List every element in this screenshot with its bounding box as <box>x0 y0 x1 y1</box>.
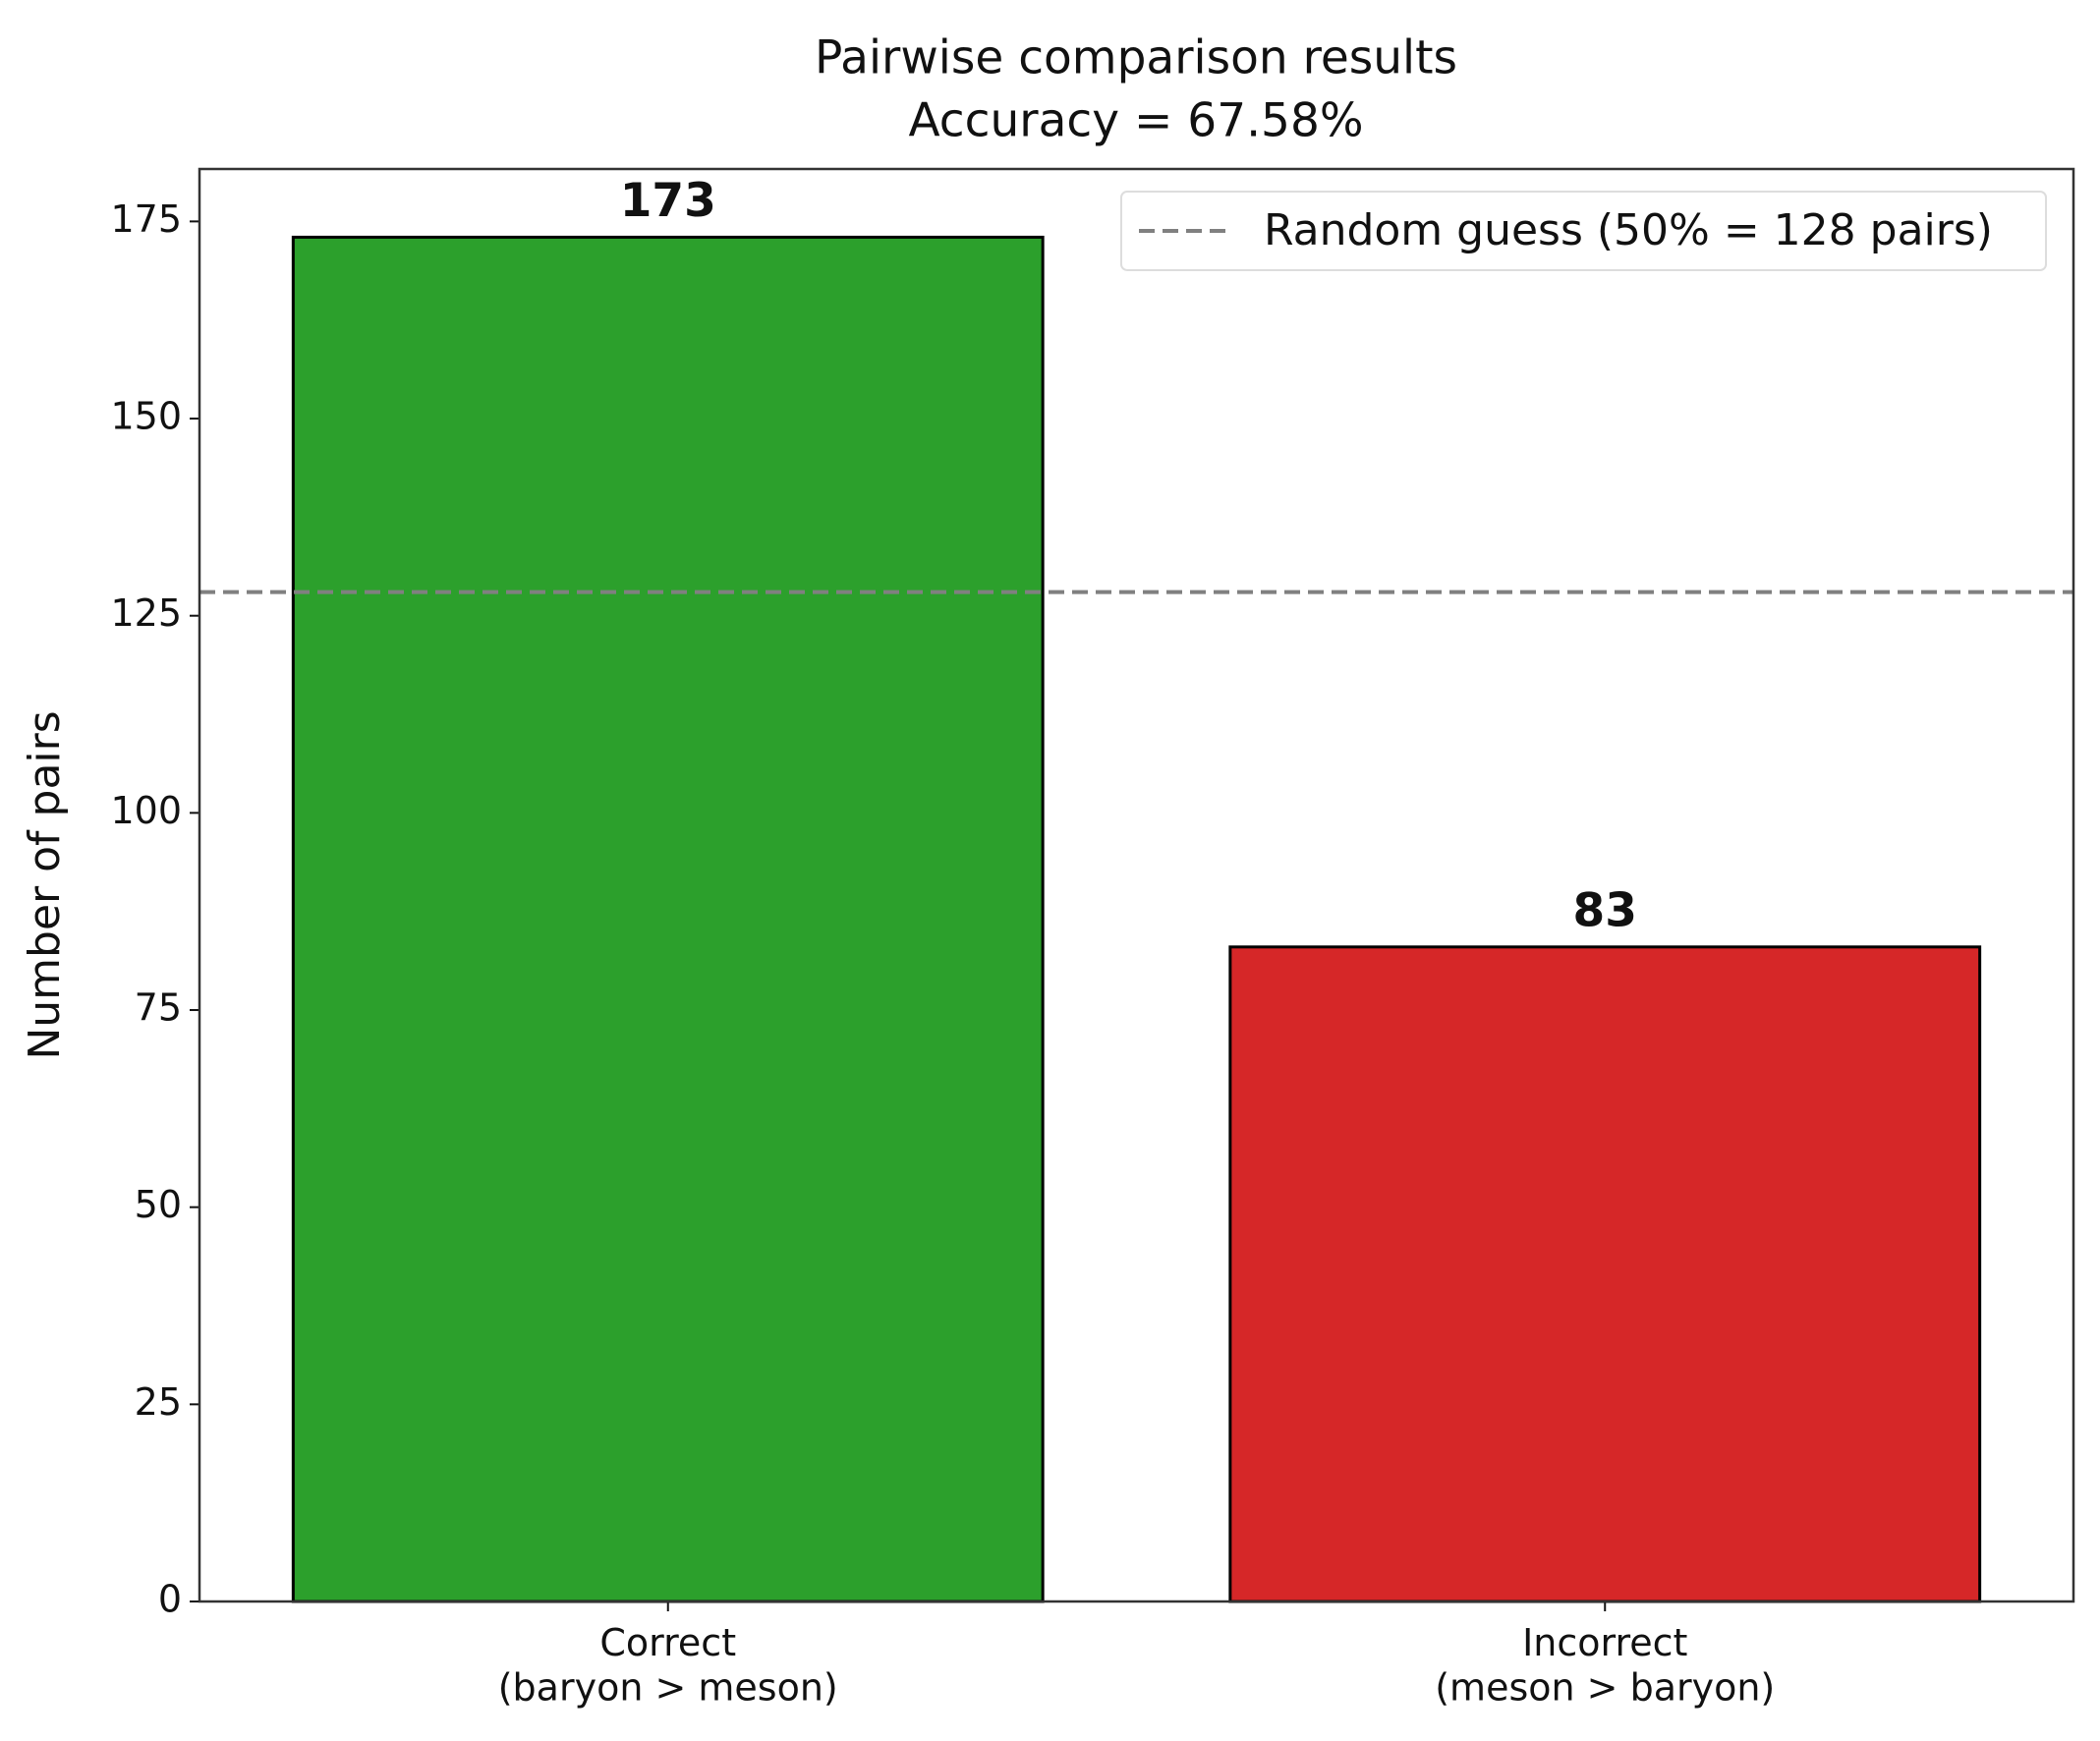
y-tick-label: 0 <box>158 1578 182 1621</box>
legend-box <box>1120 191 2047 271</box>
y-tick-label: 25 <box>135 1380 182 1424</box>
y-axis-label: Number of pairs <box>20 710 70 1059</box>
y-tick-label: 75 <box>135 986 182 1030</box>
legend-label: Random guess (50% = 128 pairs) <box>1264 205 1993 255</box>
chart-title: Pairwise comparison results <box>815 31 1457 85</box>
plot-frame <box>198 167 2075 1603</box>
value-label: 173 <box>620 174 716 228</box>
bar <box>291 235 1045 1603</box>
x-tick-label: Incorrect (meson > baryon) <box>1435 1621 1775 1710</box>
bar <box>1228 945 1982 1603</box>
x-tick-label: Correct (baryon > meson) <box>498 1621 838 1710</box>
y-tick-label: 150 <box>110 395 182 438</box>
value-label: 83 <box>1573 883 1637 937</box>
chart-subtitle: Accuracy = 67.58% <box>908 94 1363 148</box>
y-tick-label: 100 <box>110 789 182 832</box>
y-tick-label: 175 <box>110 197 182 241</box>
y-tick-label: 125 <box>110 591 182 635</box>
y-tick-label: 50 <box>135 1183 182 1226</box>
